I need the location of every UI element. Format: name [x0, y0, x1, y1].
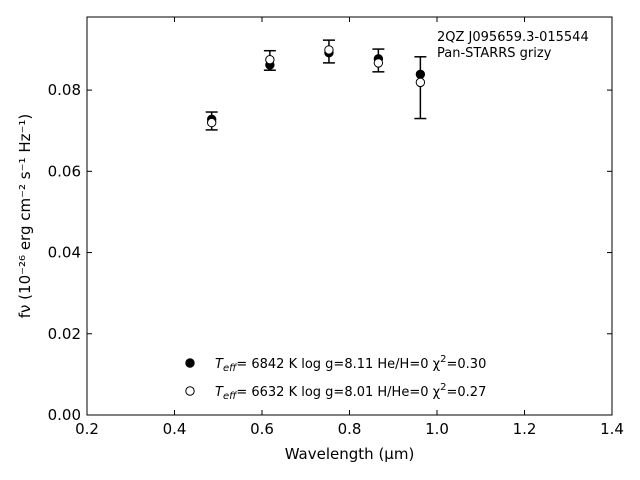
y-tick-label-1: 0.02 [48, 325, 81, 343]
y-axis-label: fν (10⁻²⁶ erg cm⁻² s⁻¹ Hz⁻¹) [16, 114, 34, 319]
legend-marker-1 [185, 386, 195, 396]
model-filled-point-4 [415, 69, 426, 79]
x-tick-label-1: 0.4 [163, 420, 187, 438]
x-tick-label-6: 1.4 [600, 420, 624, 438]
x-tick-label-3: 0.8 [338, 420, 362, 438]
ticks: 0.2 0.4 0.6 0.8 1.0 1.2 1.4 0.00 0.02 0.04 0.06 0.0… [48, 17, 624, 438]
legend-1-rest: = 6632 K log g=8.01 H/He=0 χ [236, 385, 440, 400]
legend-1-teff-sub: eff [223, 391, 238, 402]
marks [205, 39, 427, 131]
model-open-point-4 [415, 77, 426, 88]
y-tick-label-3: 0.06 [48, 162, 81, 180]
model-open-point-2 [324, 45, 334, 55]
x-tick-label-2: 0.6 [250, 420, 274, 438]
legend-label-1: Teff= 6632 K log g=8.01 H/He=0 χ2=0.27 [215, 382, 486, 402]
legend-0-tail: =0.30 [447, 357, 487, 372]
model-open-point-3 [373, 58, 384, 68]
legend: Teff= 6842 K log g=8.11 He/H=0 χ2=0.30Te… [185, 354, 486, 402]
model-open-point-0 [206, 117, 217, 128]
x-tick-label-4: 1.0 [425, 420, 449, 438]
legend-1-teff-label: T [215, 385, 224, 400]
annotation-line-1: 2QZ J095659.3-015544 [437, 30, 589, 45]
x-tick-label-5: 1.2 [513, 420, 537, 438]
legend-0-teff-sub: eff [223, 363, 238, 374]
legend-0-sup: 2 [440, 354, 446, 365]
y-tick-label-0: 0.00 [48, 406, 81, 424]
legend-marker-0 [185, 358, 195, 368]
annotation-line-2: Pan-STARRS grizy [437, 46, 552, 61]
legend-1-tail: =0.27 [447, 385, 487, 400]
x-tick-label-0: 0.2 [75, 420, 99, 438]
legend-0-rest: = 6842 K log g=8.11 He/H=0 χ [236, 357, 440, 372]
plot-frame [86, 16, 613, 416]
legend-0-teff-label: T [215, 357, 224, 372]
model-open-point-1 [265, 54, 275, 65]
y-tick-label-4: 0.08 [48, 81, 81, 99]
y-tick-label-2: 0.04 [48, 244, 81, 262]
legend-1-sup: 2 [440, 382, 446, 393]
x-axis-label: Wavelength (μm) [285, 445, 415, 463]
legend-label-0: Teff= 6842 K log g=8.11 He/H=0 χ2=0.30 [215, 354, 486, 374]
